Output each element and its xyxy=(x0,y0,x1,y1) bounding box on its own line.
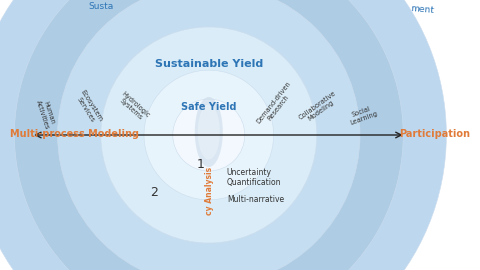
Text: Multi-process Modeling: Multi-process Modeling xyxy=(10,129,139,139)
Text: Hydrologic
Systems: Hydrologic Systems xyxy=(116,90,151,124)
Ellipse shape xyxy=(58,0,360,270)
Text: Sustainable Yield: Sustainable Yield xyxy=(155,59,263,69)
Text: Susta: Susta xyxy=(88,2,113,11)
Text: Human
Activities: Human Activities xyxy=(35,97,57,130)
Text: Multi-narrative: Multi-narrative xyxy=(227,195,284,204)
Text: Participation: Participation xyxy=(399,129,470,139)
Text: Ecosystem
Services: Ecosystem Services xyxy=(74,89,104,127)
Text: Social
Learning: Social Learning xyxy=(347,104,378,126)
Ellipse shape xyxy=(173,99,245,171)
Text: cy Analysis: cy Analysis xyxy=(205,167,214,215)
Ellipse shape xyxy=(0,0,446,270)
Text: 2: 2 xyxy=(150,187,158,200)
Text: ment: ment xyxy=(410,4,434,15)
Ellipse shape xyxy=(195,97,223,167)
Text: Demand-driven
Research: Demand-driven Research xyxy=(255,81,297,129)
Ellipse shape xyxy=(14,0,403,270)
Text: Collaborative
Modeling: Collaborative Modeling xyxy=(298,90,341,126)
Text: Uncertainty
Quantification: Uncertainty Quantification xyxy=(227,168,281,187)
Text: 1: 1 xyxy=(197,158,205,171)
Ellipse shape xyxy=(101,27,317,243)
Text: Safe Yield: Safe Yield xyxy=(181,102,237,112)
Ellipse shape xyxy=(198,104,220,160)
Ellipse shape xyxy=(144,70,274,200)
